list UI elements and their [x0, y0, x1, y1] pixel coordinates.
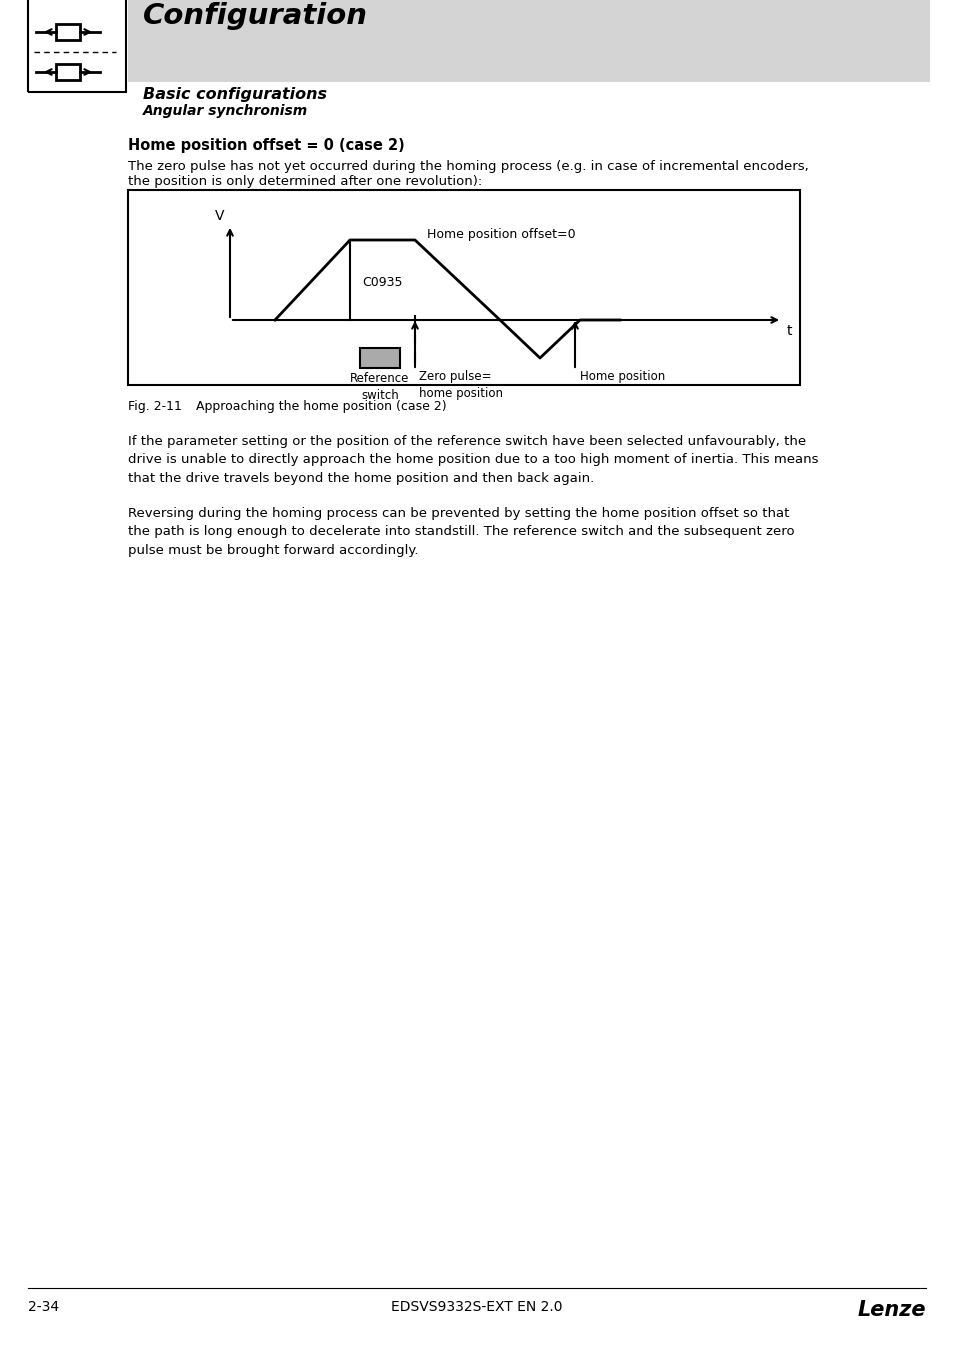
Text: Zero pulse=
home position: Zero pulse= home position — [418, 370, 502, 400]
Bar — [128, 190, 800, 385]
Bar — [359, 348, 399, 369]
Text: Basic configurations: Basic configurations — [143, 86, 327, 103]
Bar — [56, 24, 80, 40]
Text: The zero pulse has not yet occurred during the homing process (e.g. in case of i: The zero pulse has not yet occurred duri… — [128, 161, 808, 173]
Text: V: V — [214, 209, 224, 223]
Bar — [128, 0, 929, 82]
Text: Lenze: Lenze — [857, 1300, 925, 1320]
Text: Configuration: Configuration — [143, 1, 368, 30]
Text: EDSVS9332S-EXT EN 2.0: EDSVS9332S-EXT EN 2.0 — [391, 1300, 562, 1314]
Text: Fig. 2-11: Fig. 2-11 — [128, 400, 182, 413]
Text: Home position offset=0: Home position offset=0 — [427, 228, 575, 242]
Text: Angular synchronism: Angular synchronism — [143, 104, 308, 117]
Bar — [56, 63, 80, 80]
Text: Home position: Home position — [579, 370, 664, 383]
Text: Reference
switch: Reference switch — [350, 373, 409, 402]
Text: Reversing during the homing process can be prevented by setting the home positio: Reversing during the homing process can … — [128, 508, 794, 558]
Text: 2-34: 2-34 — [28, 1300, 59, 1314]
Bar — [28, 0, 126, 92]
Text: t: t — [786, 324, 792, 338]
Text: If the parameter setting or the position of the reference switch have been selec: If the parameter setting or the position… — [128, 435, 818, 485]
Text: Approaching the home position (case 2): Approaching the home position (case 2) — [195, 400, 446, 413]
Text: the position is only determined after one revolution):: the position is only determined after on… — [128, 176, 482, 188]
Text: C0935: C0935 — [361, 275, 402, 289]
Text: Home position offset = 0 (case 2): Home position offset = 0 (case 2) — [128, 138, 404, 153]
